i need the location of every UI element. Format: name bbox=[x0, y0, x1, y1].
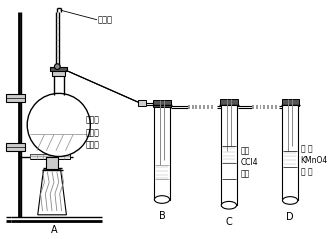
Text: C: C bbox=[225, 217, 232, 227]
Polygon shape bbox=[38, 170, 66, 215]
Bar bbox=[283, 105, 298, 201]
Ellipse shape bbox=[221, 201, 237, 209]
Text: 温度计: 温度计 bbox=[98, 15, 113, 24]
Bar bbox=[282, 99, 299, 106]
Bar bbox=[46, 158, 58, 169]
Circle shape bbox=[27, 93, 90, 157]
Text: B: B bbox=[159, 211, 165, 221]
Bar bbox=[220, 99, 238, 106]
Bar bbox=[6, 143, 25, 151]
Text: 酸 性
KMnO4
溶 液: 酸 性 KMnO4 溶 液 bbox=[301, 144, 328, 177]
Bar bbox=[50, 67, 67, 71]
Text: D: D bbox=[286, 212, 294, 222]
Ellipse shape bbox=[154, 196, 170, 203]
Bar bbox=[138, 100, 146, 106]
Text: A: A bbox=[51, 225, 57, 235]
Circle shape bbox=[54, 64, 60, 70]
Text: 乙醇和
浓硫酸
混合液: 乙醇和 浓硫酸 混合液 bbox=[86, 115, 99, 149]
Bar bbox=[154, 105, 170, 200]
Text: 溴的
CCl4
溶液: 溴的 CCl4 溶液 bbox=[240, 146, 258, 179]
Bar bbox=[221, 105, 237, 205]
Bar bbox=[153, 100, 171, 107]
Bar bbox=[52, 70, 65, 76]
Bar bbox=[6, 94, 25, 102]
Bar bbox=[30, 154, 70, 159]
Ellipse shape bbox=[283, 197, 298, 204]
